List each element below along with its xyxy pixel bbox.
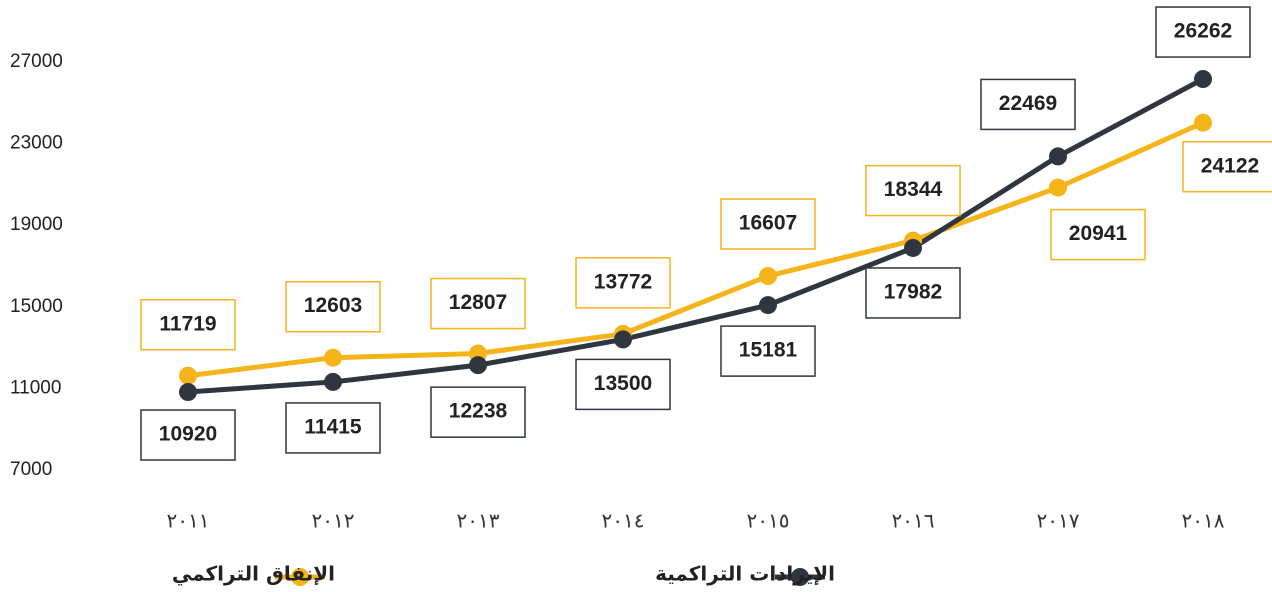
data-label: 24122	[1201, 154, 1259, 177]
label-box	[140, 409, 236, 461]
x-tick-label: ٢٠١٤	[602, 509, 645, 533]
data-label: 13772	[594, 270, 652, 293]
y-tick-label: 15000	[10, 296, 63, 317]
legend-label: الإنفاق التراكمي	[172, 562, 335, 587]
data-label: 17982	[884, 281, 942, 304]
point	[1194, 70, 1212, 89]
label-box	[430, 277, 526, 330]
data-label: 12603	[304, 294, 362, 317]
data-label: 15181	[739, 339, 798, 362]
label-box	[575, 257, 671, 309]
data-label: 11719	[159, 312, 216, 335]
data-label: 12238	[449, 400, 508, 423]
label-box	[720, 325, 816, 377]
data-label: 12807	[449, 291, 507, 314]
point	[179, 383, 197, 402]
label-box	[285, 280, 381, 333]
point	[179, 366, 197, 385]
y-tick-label: 7000	[10, 459, 52, 480]
data-label: 18344	[884, 178, 943, 201]
point	[1194, 113, 1212, 132]
x-tick-label: ٢٠١٨	[1182, 509, 1225, 533]
point	[614, 330, 632, 349]
y-tick-label: 23000	[10, 133, 63, 154]
label-box	[1155, 6, 1251, 58]
data-label: 11415	[304, 415, 362, 438]
y-tick-label: 19000	[10, 214, 63, 235]
point	[469, 356, 487, 375]
point	[1049, 147, 1067, 166]
point	[324, 348, 342, 367]
point	[324, 372, 342, 391]
label-box	[865, 164, 961, 217]
legend-marker	[791, 568, 809, 586]
label-box	[140, 298, 236, 351]
label-box	[1050, 208, 1146, 261]
data-label: 13500	[594, 372, 652, 395]
label-box	[720, 198, 816, 250]
series-line	[187, 120, 1205, 379]
label-box	[285, 402, 381, 454]
x-tick-label: ٢٠١٣	[457, 509, 500, 533]
legend-marker	[291, 568, 309, 586]
label-box	[1182, 140, 1272, 193]
data-label: 16607	[739, 212, 797, 235]
data-label: 22469	[999, 92, 1057, 115]
label-box	[865, 267, 961, 319]
label-box	[575, 358, 671, 411]
legend-label: الإيرادات التراكمية	[655, 562, 835, 586]
data-label: 26262	[1174, 20, 1232, 43]
data-label: 20941	[1069, 222, 1128, 245]
x-tick-label: ٢٠١٧	[1037, 509, 1080, 533]
point	[759, 267, 777, 286]
point	[904, 238, 922, 257]
x-tick-label: ٢٠١٥	[747, 509, 790, 533]
label-box	[430, 386, 526, 438]
x-tick-label: ٢٠١٢	[312, 509, 355, 533]
series-line	[187, 76, 1205, 395]
data-label: 10920	[159, 423, 217, 446]
x-tick-label: ٢٠١١	[167, 509, 210, 533]
y-tick-label: 27000	[10, 51, 63, 72]
point	[759, 296, 777, 315]
point	[1049, 178, 1067, 197]
x-tick-label: ٢٠١٦	[892, 509, 935, 533]
label-box	[980, 78, 1076, 131]
y-tick-label: 11000	[10, 377, 61, 398]
